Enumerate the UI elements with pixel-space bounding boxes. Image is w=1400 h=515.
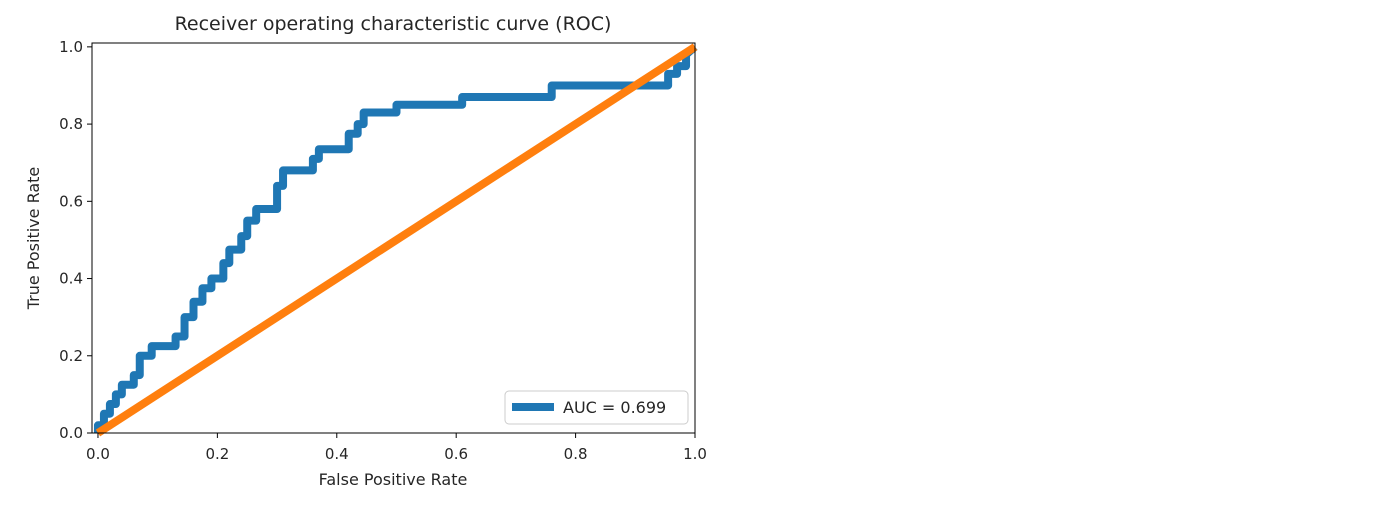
y-tick-label: 0.8 [59, 115, 83, 133]
chart-title: Receiver operating characteristic curve … [175, 13, 612, 35]
y-axis-ticks: 0.0 0.2 0.4 0.6 0.8 1.0 [59, 38, 92, 442]
y-tick-label: 0.6 [59, 192, 83, 210]
chance-diagonal-line [95, 43, 698, 437]
plot-frame [91, 42, 696, 434]
x-tick-label: 0.0 [86, 445, 110, 463]
y-tick-label: 0.0 [59, 424, 83, 442]
y-tick-label: 1.0 [59, 38, 83, 56]
x-tick-label: 0.2 [205, 445, 229, 463]
x-tick-label: 0.4 [325, 445, 349, 463]
x-tick-label: 0.6 [444, 445, 468, 463]
roc-curve-line [93, 43, 698, 433]
y-axis-label: True Positive Rate [24, 167, 43, 311]
legend-box [504, 390, 689, 425]
x-tick-label: 1.0 [683, 445, 707, 463]
series-layer [93, 43, 698, 437]
legend-label-auc: AUC = 0.699 [563, 398, 666, 417]
y-tick-label: 0.2 [59, 347, 83, 365]
plot-area [91, 42, 698, 437]
x-tick-label: 0.8 [564, 445, 588, 463]
x-axis-label: False Positive Rate [319, 470, 468, 489]
y-tick-label: 0.4 [59, 270, 83, 288]
x-axis-ticks: 0.0 0.2 0.4 0.6 0.8 1.0 [86, 433, 707, 463]
legend: AUC = 0.699 [504, 390, 689, 425]
